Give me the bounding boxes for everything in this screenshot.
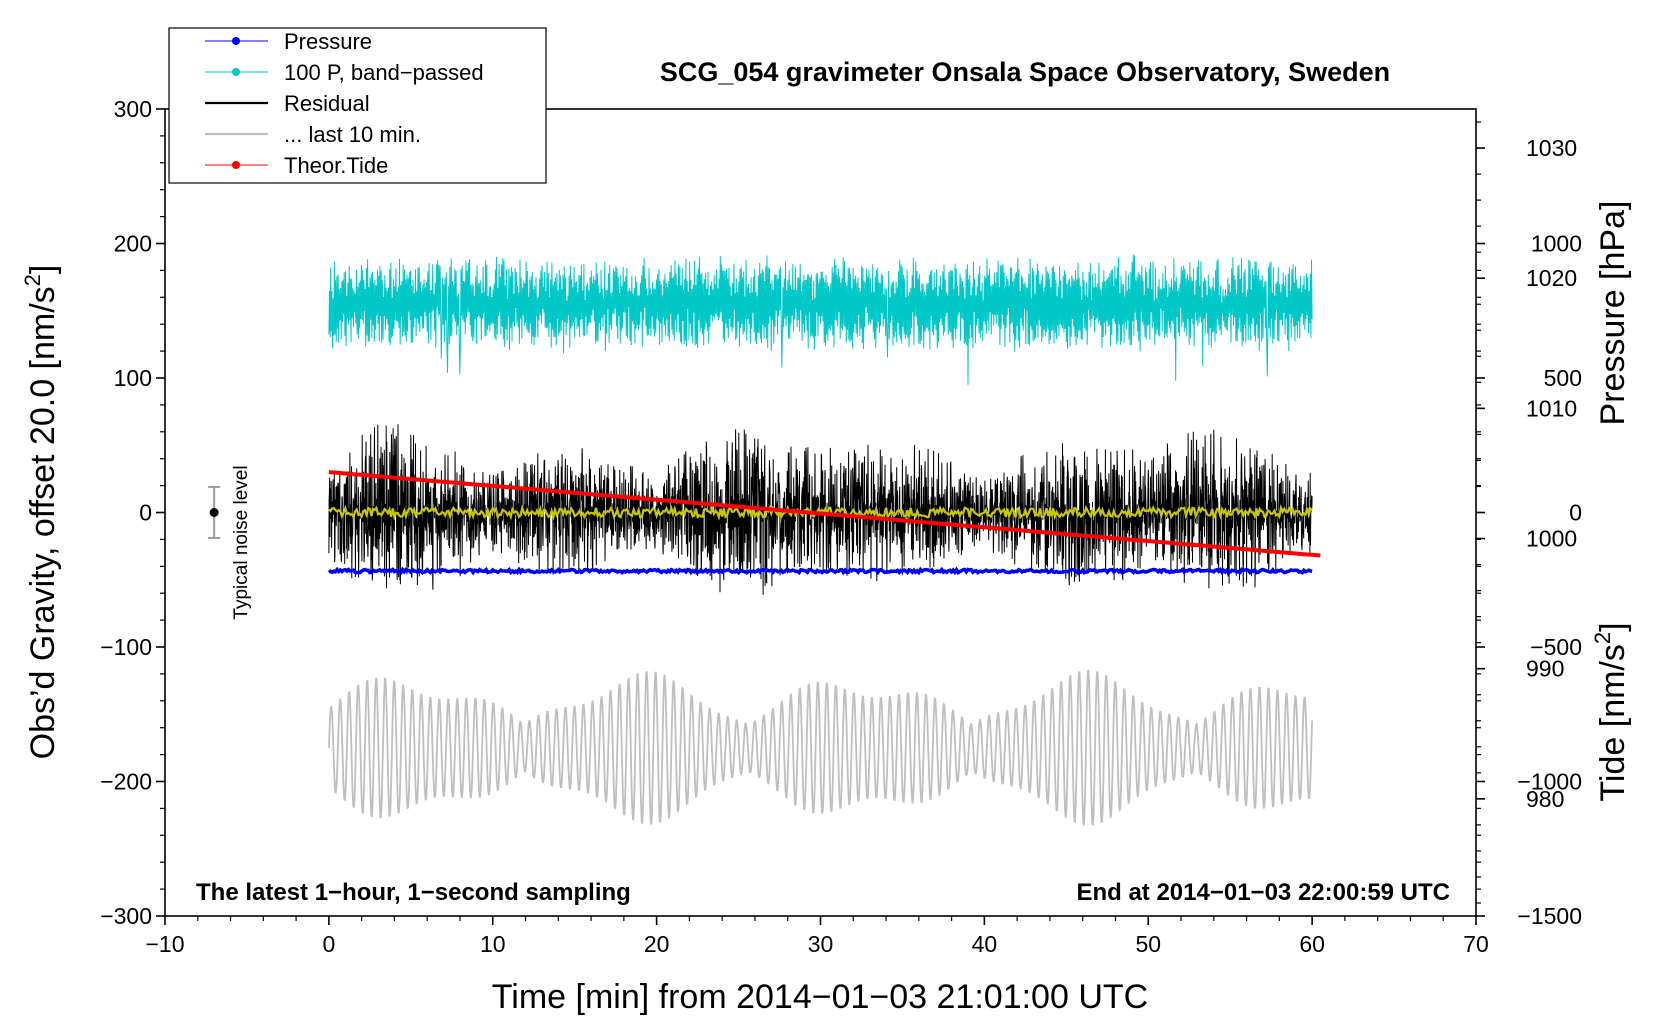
y-tick: 100 (114, 365, 165, 391)
legend-box (168, 27, 547, 184)
pressure-tick: 980 (1476, 786, 1564, 812)
legend-item: 100 P, band−passed (205, 60, 484, 85)
x-tick-label: 40 (972, 931, 998, 957)
tide-tick-label: −500 (1530, 634, 1582, 660)
tide-tick-label: 500 (1544, 365, 1582, 391)
tide-tick: 0 (1476, 500, 1582, 526)
legend-item: Residual (205, 91, 370, 116)
x-tick: 0 (322, 916, 335, 957)
x-tick: 10 (480, 916, 506, 957)
y-tick-label: −100 (100, 634, 152, 660)
x-tick-label: 20 (644, 931, 670, 957)
y-axis-label-left-end: ] (24, 265, 62, 274)
series-residual (328, 424, 1313, 595)
axes-layer: −10 0 10 20 30 40 50 60 703002001000−100−200−300… (100, 96, 1582, 957)
series-last-10-min (328, 669, 1313, 826)
legend-swatch-marker (232, 161, 240, 169)
x-tick: 50 (1135, 916, 1161, 957)
pressure-tick: 1010 (1476, 395, 1577, 421)
y-tick-label: 0 (139, 500, 152, 526)
tide-tick-label: 0 (1569, 500, 1582, 526)
x-tick: 30 (808, 916, 834, 957)
tide-tick-label: −1500 (1517, 903, 1582, 929)
noise-level-label: Typical noise level (231, 465, 252, 619)
tide-tick: 500 (1476, 365, 1582, 391)
y-tick-label: −200 (100, 769, 152, 795)
legend-item: Theor.Tide (205, 153, 388, 178)
pressure-tick: 1020 (1476, 265, 1577, 291)
y-tick-label: 300 (114, 96, 152, 122)
y-tick: −200 (100, 769, 165, 795)
y-tick-label: −300 (100, 903, 152, 929)
y-axis-label-tide: Tide [nm/s2] (1590, 622, 1632, 801)
legend-label: Theor.Tide (284, 153, 388, 178)
x-tick-label: 30 (808, 931, 834, 957)
y-tick: 200 (114, 231, 165, 257)
pressure-tick: 1000 (1476, 526, 1577, 552)
y-axis-label-tide-end: ] (1594, 622, 1632, 631)
tide-tick-label: −1000 (1517, 769, 1582, 795)
y-tick: 0 (139, 500, 165, 526)
pressure-tick-label: 1010 (1526, 395, 1577, 421)
y-tick: −300 (100, 903, 165, 929)
pressure-tick-label: 980 (1526, 786, 1564, 812)
series-theoretical-tide (328, 470, 1321, 558)
legend-swatch-marker (232, 68, 240, 76)
note-end-time: End at 2014−01−03 22:00:59 UTC (1076, 879, 1450, 906)
pressure-tick-label: 1000 (1526, 526, 1577, 552)
series-layer (327, 254, 1321, 826)
pressure-tick: 990 (1476, 656, 1564, 682)
pressure-tick-label: 1020 (1526, 265, 1577, 291)
pressure-tick-label: 990 (1526, 656, 1564, 682)
noise-level-indicator: Typical noise level (208, 465, 252, 620)
y-axis-label-tide-sup: 2 (1590, 632, 1615, 644)
y-tick: 300 (114, 96, 165, 122)
x-tick: 60 (1299, 916, 1325, 957)
noise-bar-dot (209, 508, 219, 517)
x-tick-label: 70 (1463, 931, 1489, 957)
legend-label: Residual (284, 91, 370, 116)
legend-label: ... last 10 min. (284, 122, 421, 147)
legend-label: Pressure (284, 29, 372, 54)
legend-item: Pressure (205, 29, 372, 54)
pressure-tick-label: 1030 (1526, 135, 1577, 161)
x-tick: 70 (1463, 916, 1489, 957)
note-sampling: The latest 1−hour, 1−second sampling (196, 879, 631, 906)
y-tick-label: 200 (114, 231, 152, 257)
x-tick-label: −10 (145, 931, 184, 957)
tide-tick: −1000 (1476, 769, 1582, 795)
tide-tick-label: 1000 (1531, 231, 1582, 257)
y-tick-label: 100 (114, 365, 152, 391)
series-pressure (327, 566, 1313, 576)
x-tick-label: 50 (1135, 931, 1161, 957)
x-tick-label: 0 (322, 931, 335, 957)
pressure-tick: 1030 (1476, 135, 1577, 161)
chart-title: SCG_054 gravimeter Onsala Space Observat… (660, 57, 1390, 87)
x-tick: 20 (644, 916, 670, 957)
x-axis-label: Time [min] from 2014−01−03 21:01:00 UTC (492, 978, 1148, 1016)
x-tick-label: 10 (480, 931, 506, 957)
y-axis-label-left-main: Obs’d Gravity, offset 20.0 [nm/s (24, 286, 62, 759)
tide-tick: −1500 (1476, 903, 1582, 929)
y-axis-label-left: Obs’d Gravity, offset 20.0 [nm/s2] (20, 265, 62, 760)
y-axis-label-pressure: Pressure [hPa] (1594, 201, 1632, 426)
x-tick-label: 60 (1299, 931, 1325, 957)
legend-label: 100 P, band−passed (284, 60, 484, 85)
y-axis-label-tide-main: Tide [nm/s (1594, 644, 1632, 801)
tide-tick: −500 (1476, 634, 1582, 660)
legend-item: ... last 10 min. (205, 122, 421, 147)
y-axis-label-left-sup: 2 (20, 274, 45, 286)
tide-tick: 1000 (1476, 231, 1582, 257)
legend: Pressure 100 P, band−passed Residual ... la… (168, 27, 547, 184)
x-tick: −10 (145, 916, 185, 957)
y-tick: −100 (100, 634, 165, 660)
legend-swatch-marker (232, 37, 240, 45)
series-band-passed-pressure (328, 254, 1313, 385)
x-tick: 40 (972, 916, 998, 957)
